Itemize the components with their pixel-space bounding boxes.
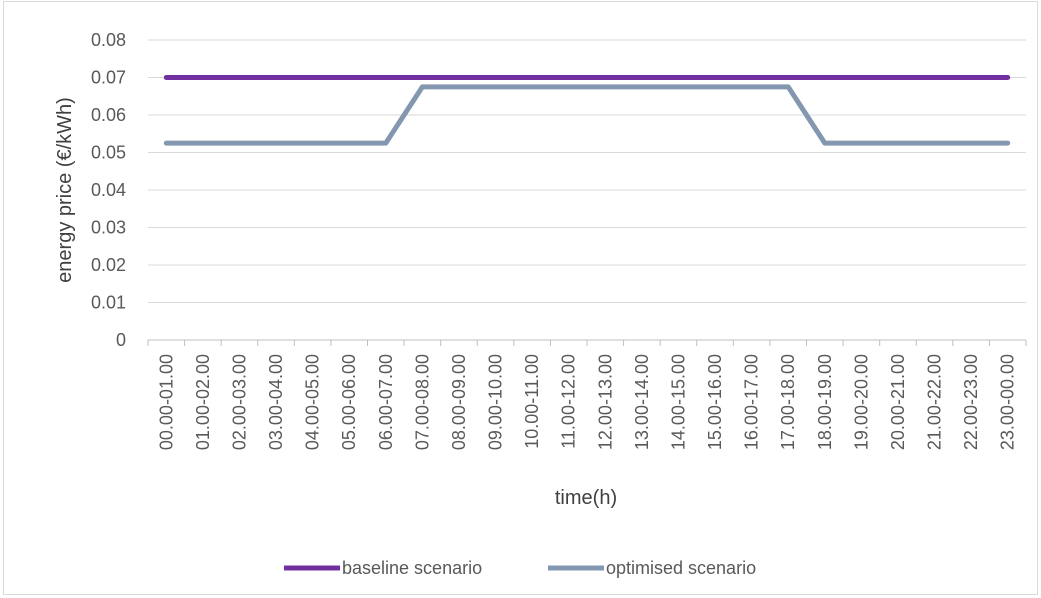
legend-label-optimised: optimised scenario [606, 558, 756, 578]
legend-label-baseline: baseline scenario [342, 558, 482, 578]
legend: baseline scenario optimised scenario [284, 558, 756, 578]
x-tick-label: 18.00-19.00 [815, 354, 835, 450]
y-tick-label: 0.07 [91, 68, 126, 88]
x-tick-label: 08.00-09.00 [449, 354, 469, 450]
x-tick-label: 03.00-04.00 [266, 354, 286, 450]
y-tick-label: 0.05 [91, 143, 126, 163]
x-axis-title: time(h) [555, 487, 617, 509]
x-tick-label: 04.00-05.00 [303, 354, 323, 450]
x-tick-label: 22.00-23.00 [961, 354, 981, 450]
x-tick-label: 17.00-18.00 [778, 354, 798, 450]
series-line-optimised [163, 84, 1011, 146]
y-axis-title: energy price (€/kWh) [54, 97, 76, 283]
y-tick-label: 0.06 [91, 105, 126, 125]
y-tick-label: 0 [116, 330, 126, 350]
x-tick-label: 07.00-08.00 [412, 354, 432, 450]
x-tick-label: 06.00-07.00 [376, 354, 396, 450]
x-tick-label: 09.00-10.00 [486, 354, 506, 450]
chart-frame [3, 1, 1038, 595]
y-tick-label: 0.01 [91, 293, 126, 313]
x-tick-label: 00.00-01.00 [156, 354, 176, 450]
y-tick-label: 0.03 [91, 218, 126, 238]
y-tick-label: 0.02 [91, 255, 126, 275]
x-tick-label: 05.00-06.00 [339, 354, 359, 450]
x-tick-label: 02.00-03.00 [229, 354, 249, 450]
series-lines [163, 75, 1011, 146]
x-tick-label: 19.00-20.00 [851, 354, 871, 450]
x-tick-label: 15.00-16.00 [705, 354, 725, 450]
x-tick-label: 21.00-22.00 [925, 354, 945, 450]
y-axis-ticks: 0 0.01 0.02 0.03 0.04 0.05 0.06 0.07 0.08 [91, 30, 126, 350]
x-tick-label: 20.00-21.00 [888, 354, 908, 450]
x-tick-label: 14.00-15.00 [668, 354, 688, 450]
x-tick-label: 11.00-12.00 [559, 354, 579, 449]
x-axis-ticks: 00.00-01.00 01.00-02.00 02.00-03.00 03.00-0… [147, 340, 1027, 450]
x-tick-label: 12.00-13.00 [595, 354, 615, 450]
x-tick-label: 10.00-11.00 [522, 354, 542, 449]
x-tick-label: 01.00-02.00 [193, 354, 213, 450]
y-tick-label: 0.04 [91, 180, 126, 200]
x-tick-label: 13.00-14.00 [632, 354, 652, 450]
x-tick-label: 23.00-00.00 [998, 354, 1018, 450]
x-tick-label: 16.00-17.00 [742, 354, 762, 450]
y-tick-label: 0.08 [91, 30, 126, 50]
